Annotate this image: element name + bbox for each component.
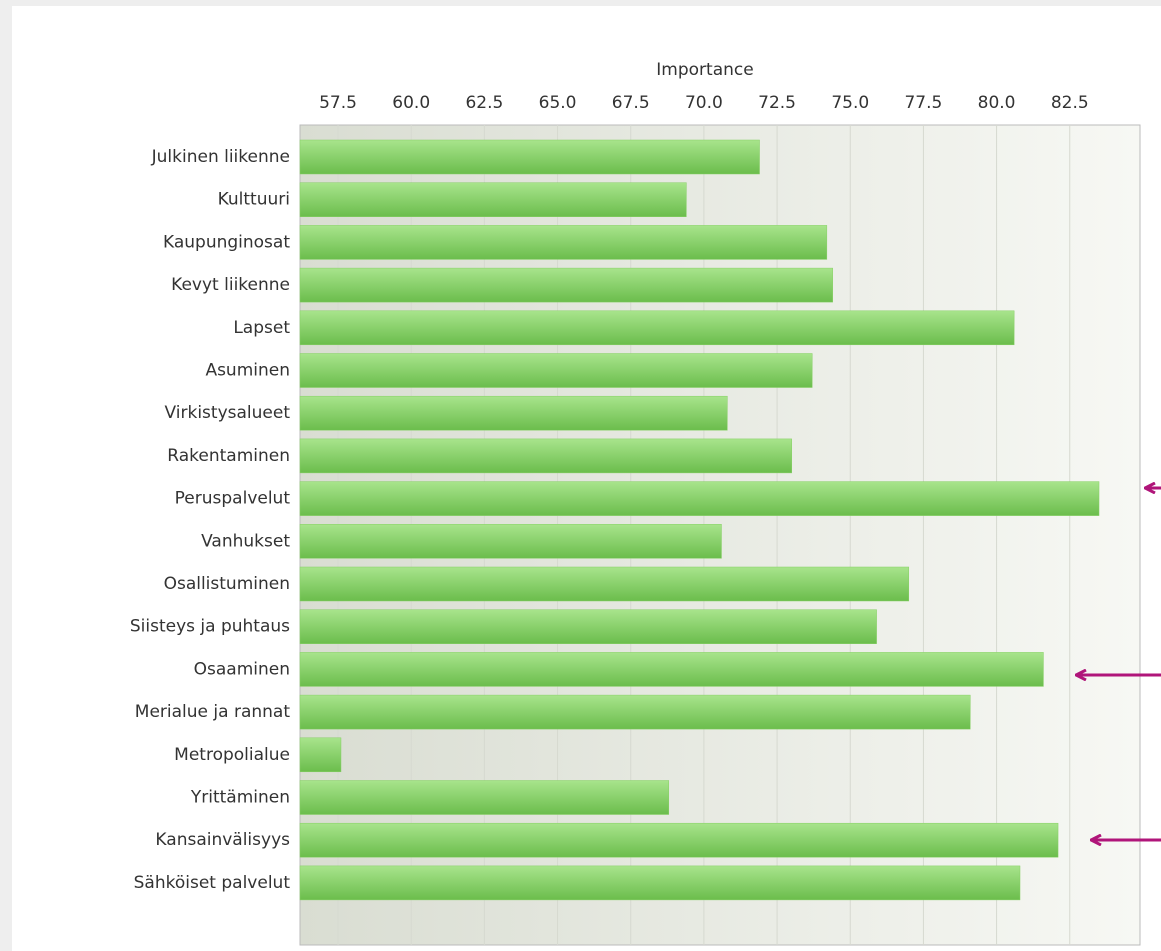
x-axis-label: Importance: [656, 60, 753, 80]
bar: [299, 353, 813, 388]
bar: [299, 310, 1015, 346]
y-tick-label: Kevyt liikenne: [171, 275, 290, 295]
x-tick-label: 60.0: [392, 93, 430, 113]
bar: [299, 865, 1021, 901]
bar: [299, 566, 910, 602]
y-tick-label: Rakentaminen: [167, 446, 290, 466]
y-tick-label: Kansainvälisyys: [155, 830, 290, 850]
y-tick-label: Asuminen: [205, 361, 290, 381]
bar: [299, 438, 792, 474]
x-tick-label: 80.0: [978, 93, 1016, 113]
x-tick-label: 72.5: [758, 93, 796, 113]
y-tick-label: Kaupunginosat: [163, 232, 290, 252]
bar: [299, 822, 1059, 858]
x-tick-label: 70.0: [685, 93, 723, 113]
y-tick-label: Sähköiset palvelut: [134, 873, 291, 893]
y-tick-label: Merialue ja rannat: [135, 702, 291, 722]
x-tick-label: 82.5: [1051, 93, 1089, 113]
bar: [299, 524, 722, 559]
bar: [299, 609, 877, 644]
y-tick-label: Siisteys ja puhtaus: [130, 617, 290, 637]
x-tick-label: 57.5: [319, 93, 357, 113]
y-tick-label: Metropolialue: [174, 745, 290, 765]
y-tick-label: Peruspalvelut: [175, 489, 291, 509]
y-tick-label: Vanhukset: [201, 531, 290, 551]
y-tick-label: Kulttuuri: [218, 190, 290, 210]
x-tick-label: 77.5: [904, 93, 942, 113]
bar: [299, 395, 728, 431]
y-tick-label: Yrittäminen: [190, 788, 290, 808]
y-tick-label: Osaaminen: [194, 659, 290, 679]
bar: [299, 225, 828, 260]
bar: [299, 267, 833, 303]
bar: [299, 737, 342, 773]
bar: [299, 182, 687, 217]
bar: [299, 139, 760, 175]
y-tick-label: Osallistuminen: [164, 574, 290, 594]
x-tick-label: 75.0: [831, 93, 869, 113]
bar: [299, 694, 971, 730]
bar: [299, 652, 1044, 687]
y-tick-label: Virkistysalueet: [165, 403, 291, 423]
bar: [299, 780, 670, 815]
x-tick-label: 65.0: [539, 93, 577, 113]
x-tick-label: 67.5: [612, 93, 650, 113]
x-tick-label: 62.5: [465, 93, 503, 113]
bar: [299, 481, 1100, 516]
y-tick-label: Lapset: [233, 318, 290, 338]
y-tick-label: Julkinen liikenne: [151, 147, 290, 167]
